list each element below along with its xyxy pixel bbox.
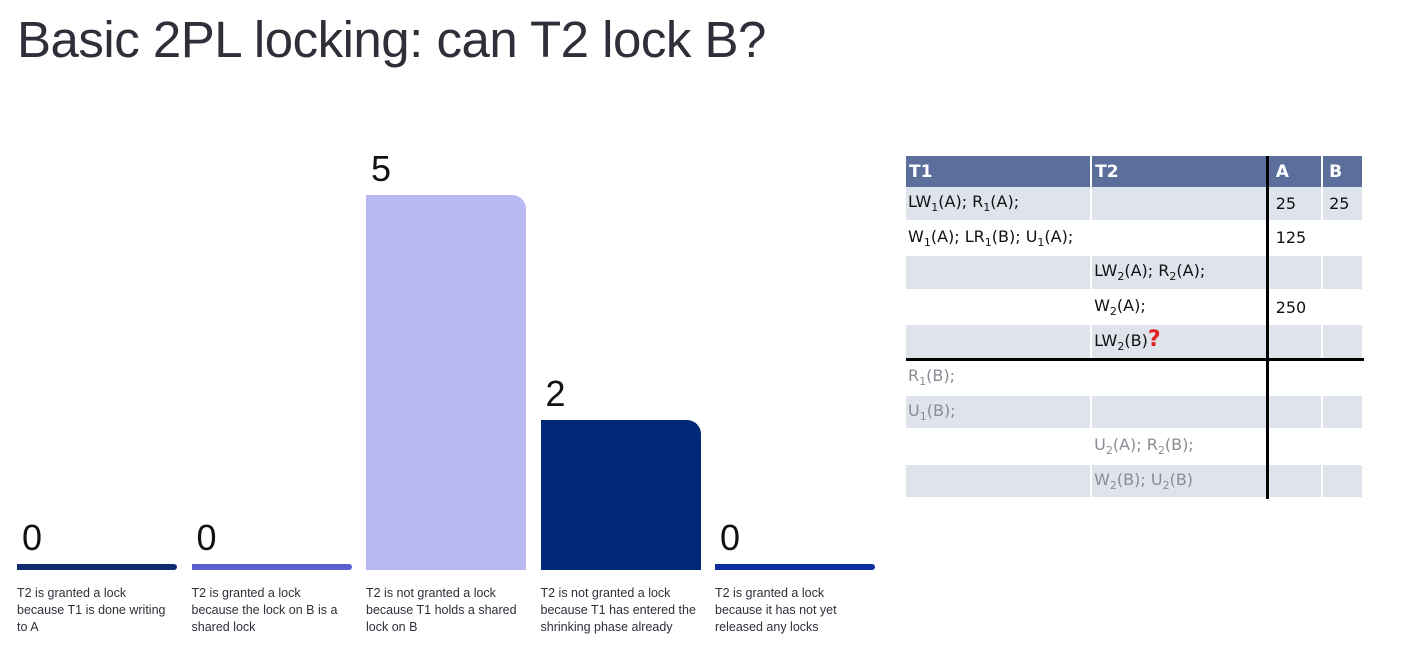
bar-4: [540, 420, 701, 570]
cell-t2: [1091, 394, 1269, 431]
schedule-row: W2(A); 250: [906, 289, 1364, 326]
cell-t1: LW1(A); R1(A);: [906, 187, 1093, 222]
bar-2: [191, 564, 352, 570]
cell-t1: [906, 324, 1093, 361]
schedule-row: LW1(A); R1(A); 25 25: [906, 187, 1364, 222]
cell-t1: [906, 463, 1093, 500]
schedule-row: W1(A); LR1(B); U1(A); 125: [906, 220, 1364, 257]
cell-b: 25: [1322, 187, 1364, 222]
schedule-row: LW2(A); R2(A);: [906, 255, 1364, 291]
cell-a: [1265, 429, 1324, 465]
cell-a: [1265, 463, 1324, 500]
cell-a: 250: [1265, 289, 1324, 326]
header-a: A: [1265, 156, 1324, 187]
bar-value-label-3: 5: [371, 148, 392, 189]
cell-t2: [1091, 359, 1269, 396]
cell-b: [1322, 429, 1364, 465]
bar-value-label-5: 0: [720, 517, 741, 558]
question-mark: ?: [1147, 326, 1161, 352]
schedule-row: R1(B);: [906, 359, 1364, 396]
bar-value-label-2: 0: [196, 517, 217, 558]
cell-b: [1322, 394, 1364, 431]
bar-value-label-1: 0: [22, 517, 43, 558]
bar-caption-3: T2 is not granted a lock because T1 hold…: [366, 586, 517, 634]
schedule-body: LW1(A); R1(A); 25 25 W1(A); LR1(B); U1(A); 1…: [906, 187, 1364, 500]
poll-bar-chart: 0 T2 is granted a lock because T1 is done…: [17, 148, 875, 634]
schedule-row: U1(B);: [906, 394, 1364, 431]
bar-caption-4: T2 is not granted a lock because T1 has …: [540, 586, 696, 634]
schedule-row: U2(A); R2(B);: [906, 429, 1364, 465]
header-t2: T2: [1091, 156, 1269, 187]
cell-a: [1265, 324, 1324, 361]
bar-value-label-4: 2: [545, 373, 566, 414]
cell-t1: [906, 289, 1093, 326]
cell-a: [1265, 255, 1324, 291]
cell-t1: [906, 255, 1093, 291]
bar-3: [366, 195, 526, 570]
cell-t2: W2(A);: [1091, 289, 1269, 326]
cell-t2: U2(A); R2(B);: [1091, 429, 1269, 465]
schedule-header-row: T1 T2 A B: [906, 156, 1364, 187]
cell-t2: LW2(B)?: [1091, 324, 1269, 361]
cell-t2: LW2(A); R2(A);: [1091, 255, 1269, 291]
bar-5: [715, 564, 875, 570]
cell-a: [1265, 394, 1324, 431]
cell-t1: R1(B);: [906, 359, 1093, 396]
bar-caption-1: T2 is granted a lock because T1 is done …: [17, 586, 166, 634]
cell-b: [1322, 255, 1364, 291]
header-t1: T1: [906, 156, 1093, 187]
cell-b: [1322, 359, 1364, 396]
cell-t2: [1091, 220, 1269, 257]
schedule-row: LW2(B)?: [906, 324, 1364, 361]
bar-caption-5: T2 is granted a lock because it has not …: [715, 586, 837, 634]
bar-caption-2: T2 is granted a lock because the lock on…: [191, 586, 338, 634]
cell-t1: [906, 429, 1093, 465]
cell-b: [1322, 324, 1364, 361]
page-title: Basic 2PL locking: can T2 lock B?: [17, 11, 766, 68]
cell-t2: [1091, 187, 1269, 222]
cell-b: [1322, 463, 1364, 500]
cell-t1: W1(A); LR1(B); U1(A);: [906, 220, 1093, 257]
schedule-table: T1 T2 A B LW1(A); R1(A); 25 25 W1(A); LR1(B…: [906, 156, 1364, 500]
schedule-row: W2(B); U2(B): [906, 463, 1364, 500]
cell-t1: U1(B);: [906, 394, 1093, 431]
cell-t2: W2(B); U2(B): [1091, 463, 1269, 500]
cell-a: 125: [1265, 220, 1324, 257]
cell-a: [1265, 359, 1324, 396]
cell-a: 25: [1265, 187, 1324, 222]
bar-1: [17, 564, 177, 570]
cell-b: [1322, 220, 1364, 257]
header-b: B: [1322, 156, 1364, 187]
cell-b: [1322, 289, 1364, 326]
